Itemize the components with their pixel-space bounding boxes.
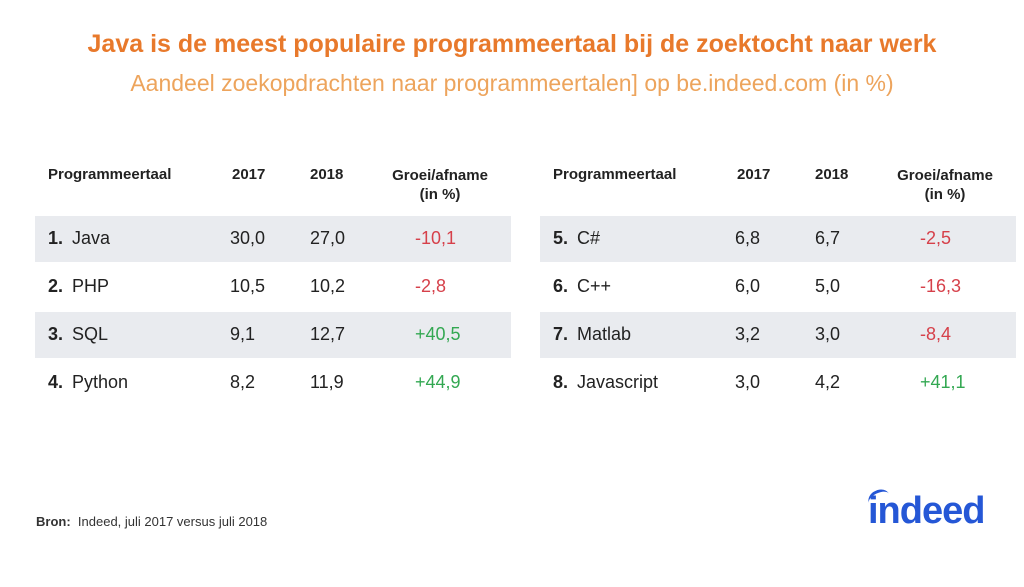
header-growth-line: Groei/afname (392, 167, 488, 184)
header-2017: 2017 (737, 166, 771, 183)
rank-number: 2. (48, 276, 64, 296)
language-name: Python (72, 372, 129, 392)
table-row: 8. Javascript 3,0 4,2 +41,1 (540, 360, 1016, 406)
value-2018: 5,0 (815, 276, 841, 296)
growth-value: +40,5 (415, 324, 461, 344)
value-2018: 3,0 (815, 324, 841, 344)
value-2017: 8,2 (230, 372, 256, 392)
rank-number: 5. (553, 228, 569, 248)
table-row: 6. C++ 6,0 5,0 -16,3 (540, 264, 1016, 310)
header-growth: Groei/afname (in %) (375, 166, 505, 204)
table-row: 7. Matlab 3,2 3,0 -8,4 (540, 312, 1016, 358)
value-2017: 6,0 (735, 276, 761, 296)
growth-value: -16,3 (920, 276, 962, 296)
rank-number: 4. (48, 372, 64, 392)
source-note: Bron: Indeed, juli 2017 versus juli 2018 (36, 514, 267, 529)
value-2018: 11,9 (310, 372, 344, 392)
value-2018: 6,7 (815, 228, 841, 248)
value-2017: 30,0 (230, 228, 266, 248)
value-2017: 3,2 (735, 324, 761, 344)
header-growth-line: (in %) (419, 186, 461, 203)
table-right: Programmeertaal 2017 2018 Groei/afname (in %… (540, 160, 1016, 420)
language-name: PHP (72, 276, 110, 296)
language-name: SQL (72, 324, 109, 344)
value-2017: 9,1 (230, 324, 256, 344)
value-2017: 6,8 (735, 228, 761, 248)
value-2017: 10,5 (230, 276, 266, 296)
value-2018: 27,0 (310, 228, 346, 248)
language-name: Javascript (577, 372, 659, 392)
growth-value: +41,1 (920, 372, 966, 392)
value-2018: 12,7 (310, 324, 346, 344)
language-name: Java (72, 228, 111, 248)
language-name: Matlab (577, 324, 632, 344)
value-2017: 3,0 (735, 372, 761, 392)
header-2018: 2018 (310, 166, 344, 183)
growth-value: +44,9 (415, 372, 461, 392)
rank-number: 3. (48, 324, 64, 344)
value-2018: 4,2 (815, 372, 841, 392)
rank-number: 1. (48, 228, 64, 248)
header-language: Programmeertaal (48, 166, 172, 183)
header-2017: 2017 (232, 166, 266, 183)
header-growth-line: (in %) (924, 186, 966, 203)
rank-number: 6. (553, 276, 569, 296)
table-row: 3. SQL 9,1 12,7 +40,5 (35, 312, 511, 358)
value-2018: 10,2 (310, 276, 346, 296)
header-growth: Groei/afname (in %) (880, 166, 1010, 204)
rank-number: 8. (553, 372, 569, 392)
table-row: 2. PHP 10,5 10,2 -2,8 (35, 264, 511, 310)
growth-value: -8,4 (920, 324, 952, 344)
table-row: 5. C# 6,8 6,7 -2,5 (540, 216, 1016, 262)
growth-value: -2,8 (415, 276, 447, 296)
header-2018: 2018 (815, 166, 849, 183)
source-label: Bron: (36, 514, 71, 529)
table-left: Programmeertaal 2017 2018 Groei/afname (in %… (35, 160, 511, 420)
language-name: C++ (577, 276, 612, 296)
growth-value: -10,1 (415, 228, 457, 248)
header-growth-line: Groei/afname (897, 167, 993, 184)
chart-subtitle: Aandeel zoekopdrachten naar programmeert… (130, 70, 894, 96)
indeed-logo: indeed (868, 490, 985, 532)
table-row: 4. Python 8,2 11,9 +44,9 (35, 360, 511, 406)
header-language: Programmeertaal (553, 166, 677, 183)
chart-title: Java is de meest populaire programmeerta… (87, 30, 937, 58)
language-name: C# (577, 228, 601, 248)
table-row: 1. Java 30,0 27,0 -10,1 (35, 216, 511, 262)
growth-value: -2,5 (920, 228, 952, 248)
source-text: Indeed, juli 2017 versus juli 2018 (77, 514, 268, 529)
rank-number: 7. (553, 324, 569, 344)
